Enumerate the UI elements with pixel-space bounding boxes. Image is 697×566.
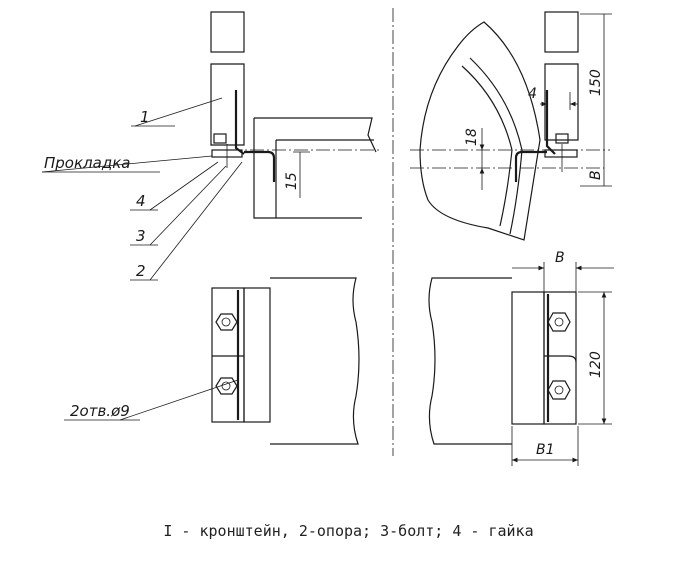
housing-bottom-right xyxy=(428,277,512,445)
nut-hex-upper-left xyxy=(215,313,238,331)
label-gasket: Прокладка xyxy=(44,154,130,172)
housing-bottom-left xyxy=(270,277,360,445)
label-part-1: 1 xyxy=(140,108,150,126)
support-plate-left xyxy=(243,287,271,423)
bolt-head-right xyxy=(555,133,569,144)
label-part-4: 4 xyxy=(136,192,146,210)
label-holes: 2отв.ø9 xyxy=(70,402,130,420)
leader-3 xyxy=(149,165,227,246)
post-lower-segment xyxy=(210,63,245,146)
dim-15: 15 xyxy=(284,172,300,190)
bolt-lower-left xyxy=(221,381,231,391)
housing-top xyxy=(254,117,377,153)
post-lower-segment-right xyxy=(544,63,579,141)
bottom-right-view: B 120 B1 xyxy=(428,250,614,466)
nut-right xyxy=(544,149,578,158)
bracket-plate-left xyxy=(211,287,245,423)
bolt-lower-right xyxy=(554,385,564,395)
bolt-upper-left xyxy=(221,317,231,327)
leader-4 xyxy=(149,161,219,211)
support-part-2 xyxy=(244,150,276,182)
dim-18: 18 xyxy=(464,128,480,146)
dim-b1: B1 xyxy=(536,442,555,458)
top-right-view: 18 4 150 B xyxy=(410,11,612,241)
dim-4: 4 xyxy=(528,86,537,102)
support-plate-right xyxy=(511,291,545,425)
bolt-head xyxy=(213,133,227,144)
dim-150: 150 xyxy=(588,69,604,96)
bracket-part-1 xyxy=(234,90,245,155)
label-part-3: 3 xyxy=(136,227,146,245)
dim-b-side: B xyxy=(588,170,604,180)
nut-hex-lower-right xyxy=(547,380,571,400)
bottom-left-view: 2отв.ø9 xyxy=(64,277,360,445)
nut-hex-upper-right xyxy=(547,312,571,332)
dim-b-top: B xyxy=(555,250,565,266)
top-left-view: 15 1 Прокладка 4 3 2 xyxy=(41,11,380,281)
housing-outline xyxy=(253,118,362,219)
post-upper-segment xyxy=(210,11,245,53)
leader-2 xyxy=(149,161,243,281)
post-upper-segment-right xyxy=(544,11,579,53)
bracket-right xyxy=(545,90,556,155)
dim-120: 120 xyxy=(588,351,604,378)
leader-1 xyxy=(134,97,223,127)
label-part-2: 2 xyxy=(136,262,146,280)
drum-outline xyxy=(419,21,541,241)
leader-gasket xyxy=(41,155,213,173)
figure-caption: I - кронштейн, 2-опора; 3-болт; 4 - гайк… xyxy=(163,522,534,540)
bracket-split-right xyxy=(544,355,577,363)
bracket-plate-right xyxy=(543,291,577,425)
leader-holes xyxy=(119,379,239,421)
nut-hex-lower-left xyxy=(215,377,238,395)
bolt-upper-right xyxy=(554,317,564,327)
